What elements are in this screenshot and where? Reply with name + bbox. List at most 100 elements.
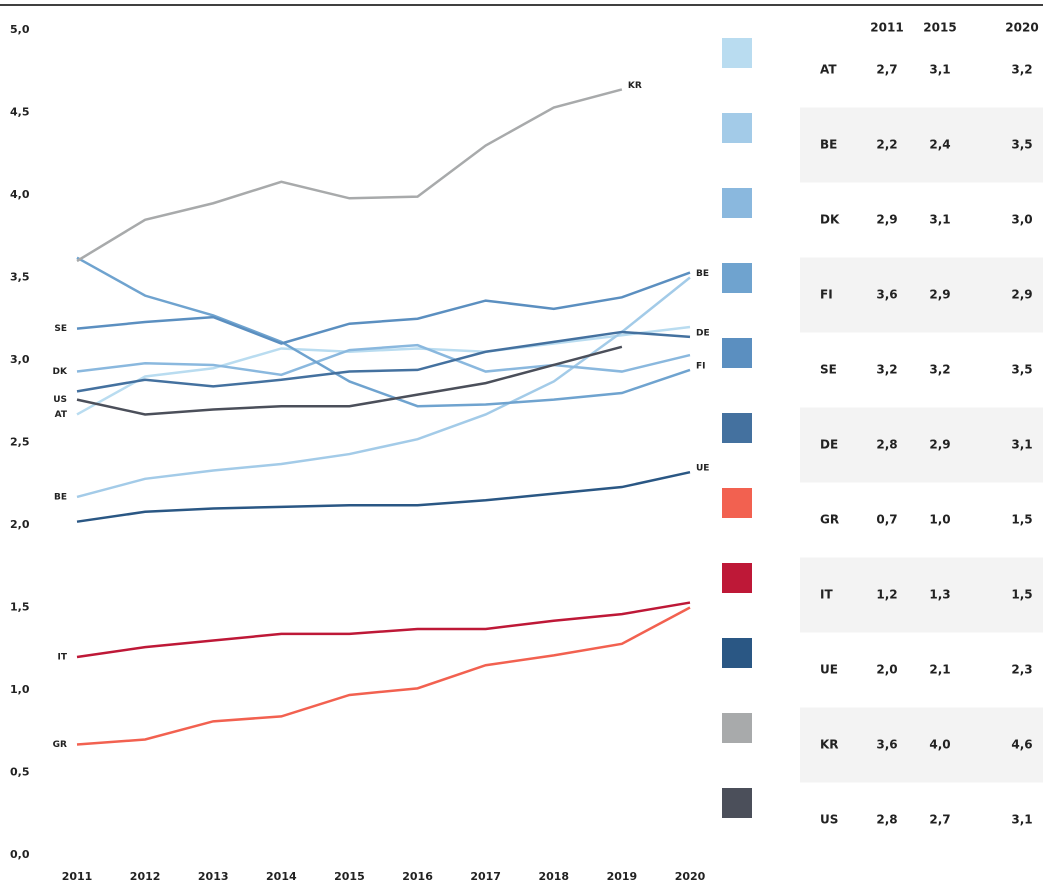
table-cell: 3,2 <box>929 363 950 377</box>
line-label: KR <box>628 81 642 91</box>
table-cell: 2,1 <box>929 663 950 677</box>
row-label: IT <box>820 588 833 602</box>
legend-swatch <box>722 188 752 218</box>
y-tick-label: 1,5 <box>10 601 30 614</box>
x-tick-label: 2014 <box>266 870 297 883</box>
y-tick-label: 5,0 <box>10 23 30 36</box>
line <box>76 606 691 746</box>
line <box>76 345 623 416</box>
x-tick-label: 2012 <box>130 870 161 883</box>
line <box>76 276 691 499</box>
x-tick-label: 2016 <box>402 870 433 883</box>
line-label: BE <box>696 269 709 279</box>
table-cell: 3,0 <box>1011 213 1032 227</box>
row-background <box>800 107 1043 183</box>
y-tick-label: 2,0 <box>10 518 30 531</box>
table-cell: 2,8 <box>876 438 897 452</box>
line-label: DE <box>696 328 710 338</box>
row-label: GR <box>820 513 839 527</box>
x-tick-label: 2011 <box>62 870 93 883</box>
table-cell: 3,1 <box>929 213 950 227</box>
table-cell: 0,7 <box>876 513 897 527</box>
table-cell: 2,4 <box>929 138 950 152</box>
table-cell: 3,5 <box>1011 138 1032 152</box>
table-cell: 1,5 <box>1011 588 1032 602</box>
table-header: 2015 <box>923 21 956 35</box>
table-cell: 2,9 <box>876 213 897 227</box>
legend-swatch <box>722 788 752 818</box>
table-cell: 2,9 <box>1011 288 1032 302</box>
table-header: 2020 <box>1005 21 1038 35</box>
row-background <box>800 707 1043 783</box>
line-label: DK <box>53 367 68 377</box>
legend-swatch <box>722 563 752 593</box>
table-cell: 2,8 <box>876 813 897 827</box>
legend-swatch <box>722 38 752 68</box>
table-cell: 3,1 <box>929 63 950 77</box>
row-label: BE <box>820 138 837 152</box>
y-tick-label: 4,5 <box>10 106 30 119</box>
line <box>76 271 691 345</box>
row-label: FI <box>820 288 833 302</box>
table-cell: 2,7 <box>876 63 897 77</box>
x-tick-label: 2020 <box>675 870 706 883</box>
x-tick-label: 2015 <box>334 870 365 883</box>
row-background <box>800 257 1043 333</box>
table-cell: 3,6 <box>876 738 897 752</box>
table-cell: 2,9 <box>929 288 950 302</box>
table-cell: 1,5 <box>1011 513 1032 527</box>
legend-swatch <box>722 713 752 743</box>
legend-swatch <box>722 338 752 368</box>
line <box>76 325 691 416</box>
row-label: US <box>820 813 838 827</box>
x-tick-label: 2013 <box>198 870 229 883</box>
table-cell: 1,3 <box>929 588 950 602</box>
table-header: 2011 <box>870 21 903 35</box>
x-tick-label: 2018 <box>538 870 569 883</box>
row-label: DE <box>820 438 838 452</box>
y-tick-label: 0,5 <box>10 766 30 779</box>
legend-swatch <box>722 638 752 668</box>
line-label: FI <box>696 361 706 371</box>
x-tick-label: 2017 <box>470 870 501 883</box>
table-cell: 3,1 <box>1011 813 1032 827</box>
table-cell: 2,3 <box>1011 663 1032 677</box>
table-cell: 3,2 <box>876 363 897 377</box>
row-label: AT <box>820 63 837 77</box>
y-tick-label: 4,0 <box>10 188 30 201</box>
y-tick-label: 1,0 <box>10 683 30 696</box>
line <box>76 601 691 659</box>
table-cell: 2,2 <box>876 138 897 152</box>
line-label: IT <box>58 653 68 663</box>
line-label: GR <box>53 740 67 750</box>
legend-swatch <box>722 488 752 518</box>
line-label: AT <box>55 410 68 420</box>
legend-swatch <box>722 263 752 293</box>
table-cell: 4,0 <box>929 738 950 752</box>
table-cell: 4,6 <box>1011 738 1032 752</box>
table-cell: 3,2 <box>1011 63 1032 77</box>
row-label: UE <box>820 663 838 677</box>
table-cell: 2,9 <box>929 438 950 452</box>
line <box>76 470 691 523</box>
table-cell: 3,6 <box>876 288 897 302</box>
x-tick-label: 2019 <box>607 870 638 883</box>
row-background <box>800 557 1043 633</box>
table-cell: 1,0 <box>929 513 950 527</box>
line-label: UE <box>696 464 709 474</box>
row-label: DK <box>820 213 840 227</box>
row-background <box>800 407 1043 483</box>
legend-swatch <box>722 413 752 443</box>
y-tick-label: 0,0 <box>10 848 30 861</box>
line-label: US <box>53 395 67 405</box>
line <box>76 330 691 393</box>
y-tick-label: 3,0 <box>10 353 30 366</box>
line <box>76 343 691 377</box>
line-label: SE <box>54 324 67 334</box>
row-label: SE <box>820 363 837 377</box>
table-cell: 2,7 <box>929 813 950 827</box>
row-label: KR <box>820 738 839 752</box>
line-label: BE <box>54 492 67 502</box>
line <box>76 256 691 408</box>
